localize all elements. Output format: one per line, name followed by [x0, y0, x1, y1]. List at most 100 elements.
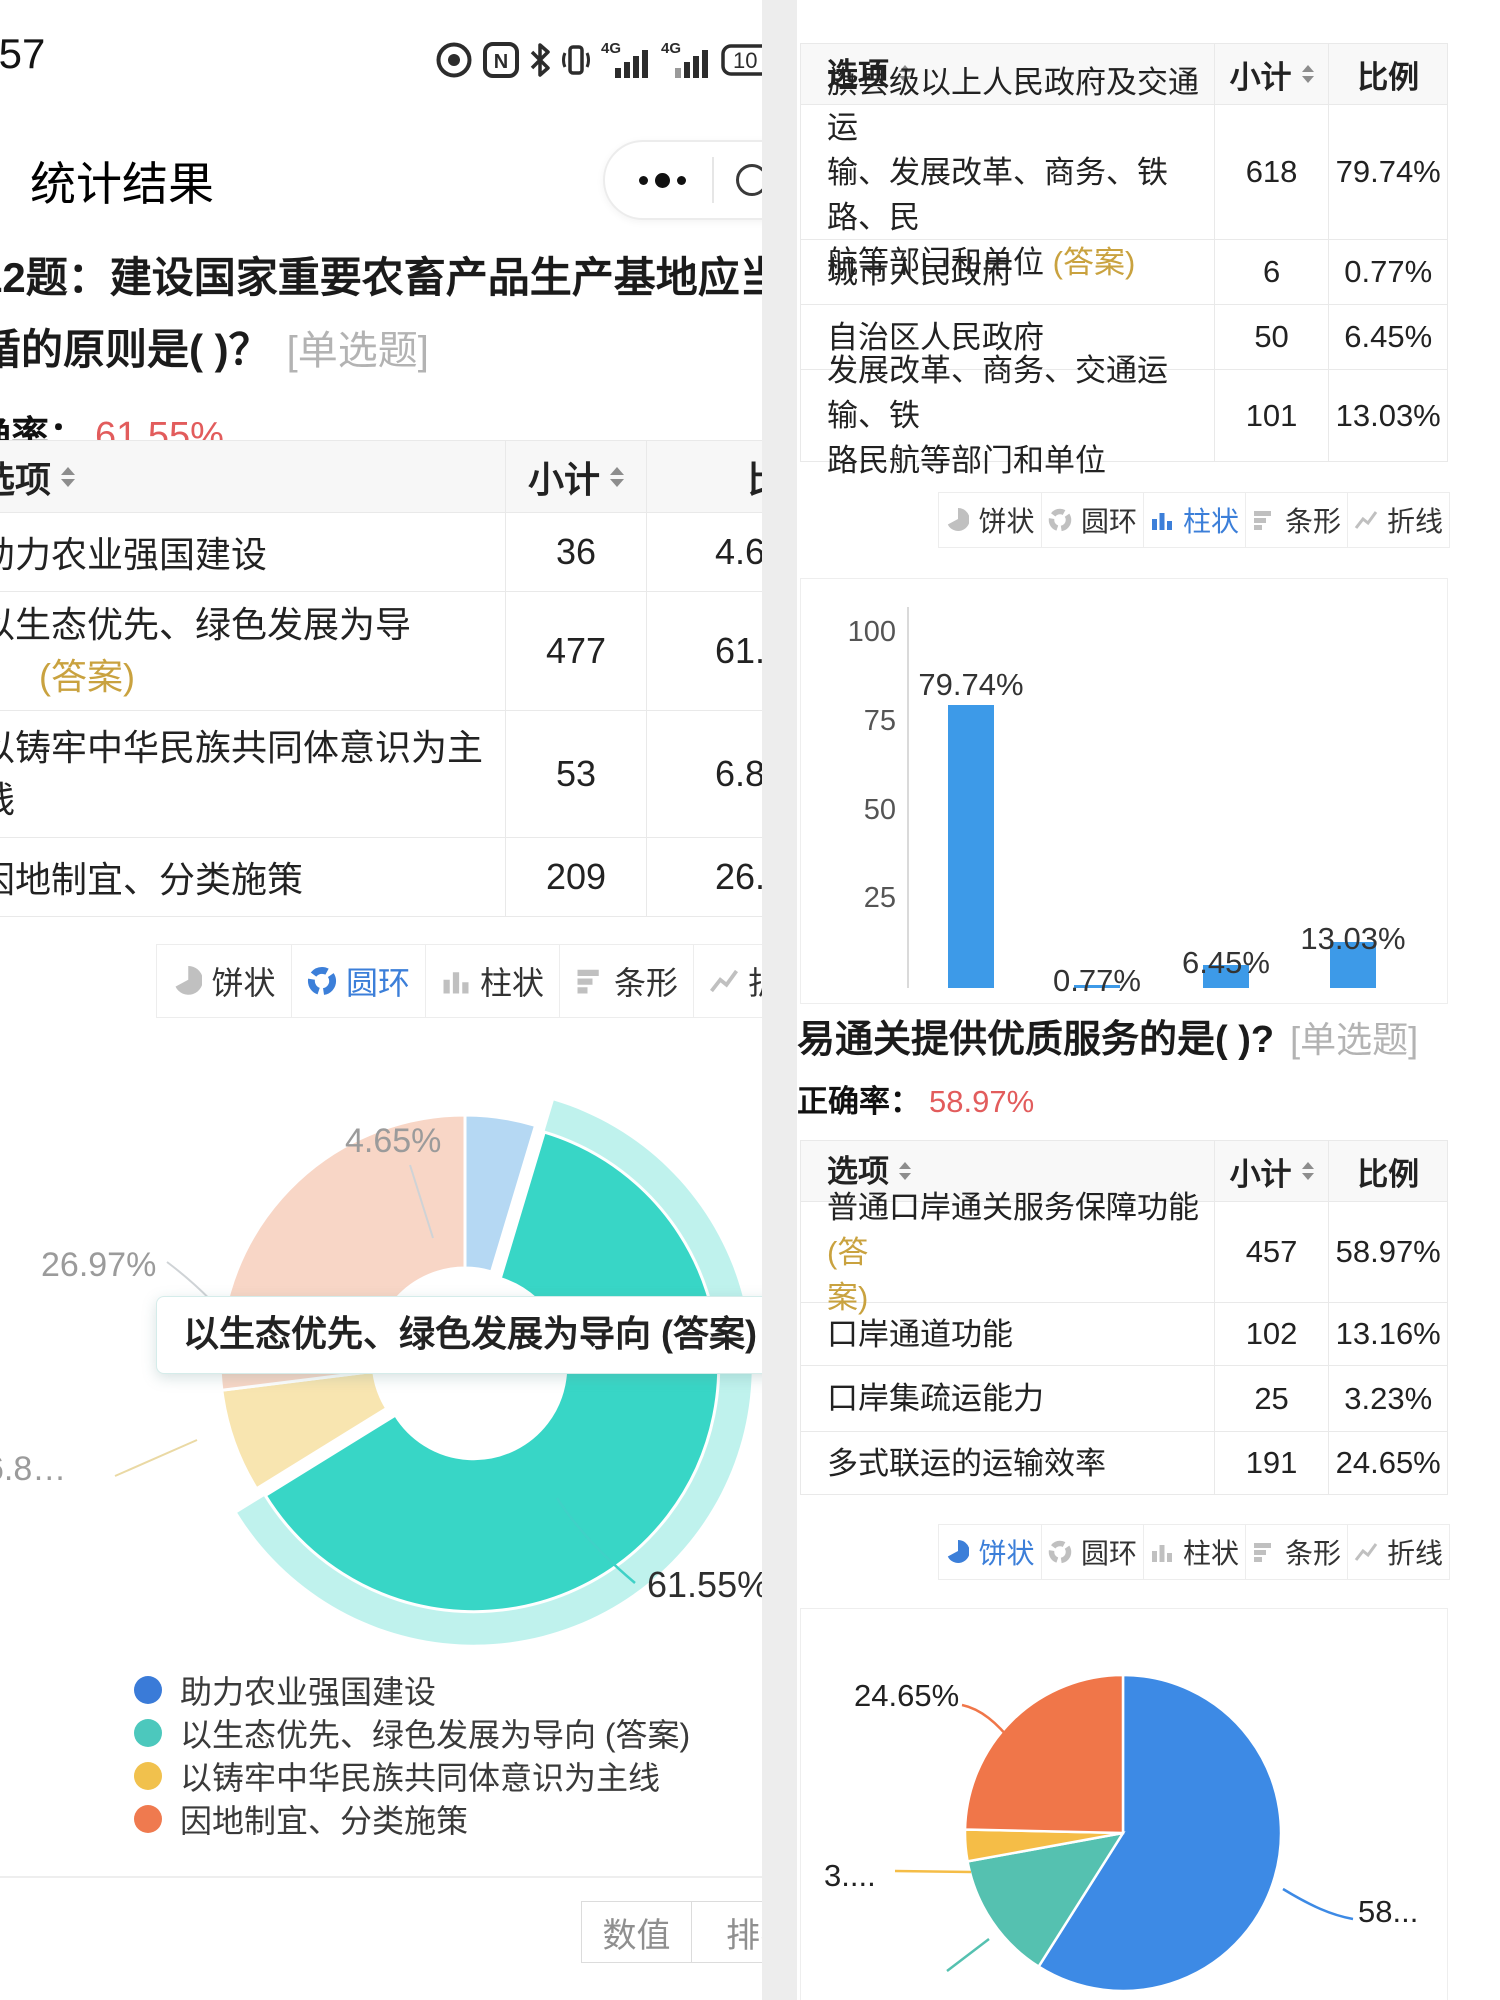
table-row: 口岸集疏运能力 25 3.23% — [801, 1366, 1447, 1432]
sort-icon[interactable] — [1301, 1162, 1314, 1180]
bar[interactable] — [1203, 965, 1249, 988]
sort-icon[interactable] — [610, 466, 624, 487]
header-count: 小计 — [1213, 44, 1329, 104]
column-icon — [1151, 1545, 1172, 1562]
y-axis-tick: 100 — [847, 616, 896, 648]
bar-icon — [1253, 511, 1271, 530]
bar[interactable] — [1330, 942, 1376, 988]
option-cell: 以铸牢中华民族共同体意识为主线 — [0, 727, 484, 820]
count-cell: 50 — [1213, 305, 1329, 369]
tab-bar[interactable]: 条形 — [1245, 1525, 1347, 1579]
tab-column[interactable]: 柱状 — [425, 945, 559, 1017]
pie-chart-container — [800, 1608, 1448, 2000]
count-cell: 618 — [1213, 105, 1329, 239]
value-button[interactable]: 数值 — [581, 1901, 692, 1963]
header-count: 小计 — [505, 441, 646, 512]
legend-item[interactable]: 助力农业强国建设 — [134, 1668, 690, 1711]
legend-dot — [134, 1761, 162, 1790]
tab-bar[interactable]: 条形 — [559, 945, 693, 1017]
tab-donut[interactable]: 圆环 — [1041, 493, 1143, 547]
table-row: 因地制宜、分类施策 209 26.97% — [0, 838, 762, 917]
table-header-row: 选项 小计 比例 — [801, 43, 1447, 105]
donut-chart[interactable] — [0, 1078, 762, 1698]
table-row: 以生态优先、绿色发展为导(答案) 477 61.55% — [0, 592, 762, 711]
header-count: 小计 — [1213, 1141, 1329, 1201]
header-ratio: 比例 — [1328, 1141, 1447, 1201]
right-screen: 选项 小计 比例 旗县级以上人民政府及交通运 输、发展改革、商务、铁路、民 航等部门… — [797, 0, 1500, 2000]
count-cell: 209 — [505, 838, 646, 916]
rank-button[interactable]: 排名 — [692, 1901, 762, 1963]
table-row: 助力农业强国建设 36 4.65% — [0, 513, 762, 592]
y-axis-tick: 25 — [863, 882, 896, 914]
table-row: 多式联运的运输效率 191 24.65% — [801, 1432, 1447, 1495]
battery-icon: 10 — [721, 44, 762, 76]
count-cell: 102 — [1213, 1303, 1329, 1365]
sort-icon[interactable] — [899, 1162, 911, 1180]
tab-pie[interactable]: 饼状 — [939, 493, 1041, 547]
question-title-line2: 循的原则是( )？ [单选题] — [0, 326, 429, 373]
bar-label: 0.77% — [1053, 963, 1141, 998]
option-cell: 旗县级以上人民政府及交通运 输、发展改革、商务、铁路、民 航等部门和单位 (答案) — [827, 64, 1199, 280]
bar-chart[interactable]: 100 75 50 25 79.74% 0.77% 6.45% 13.03% — [800, 578, 1448, 1004]
line-icon — [1354, 1543, 1378, 1561]
bar-label: 6.45% — [1182, 945, 1270, 980]
tab-pie[interactable]: 饼状 — [939, 1525, 1041, 1579]
table-row: 口岸通道功能 102 13.16% — [801, 1303, 1447, 1366]
count-cell: 477 — [505, 592, 646, 710]
tab-line[interactable]: 折线 — [1347, 493, 1449, 547]
count-cell: 191 — [1213, 1432, 1329, 1494]
close-circle-icon[interactable] — [736, 164, 762, 196]
sort-icon[interactable] — [899, 65, 911, 83]
tab-bar[interactable]: 条形 — [1245, 493, 1347, 547]
table-header-row: 选项 小计 比例 — [801, 1140, 1447, 1202]
header-option: 选项 — [0, 441, 505, 512]
correct-rate-label: 正确率： — [797, 1084, 921, 1119]
left-screen: :57 N 4G 4G 10 统计结果 12题：建设国家重要农畜产品生产基地应当… — [0, 0, 762, 2000]
legend-item[interactable]: 因地制宜、分类施策 — [134, 1797, 690, 1840]
ratio-cell: 13.16% — [1328, 1303, 1447, 1365]
pie-label: 24.65% — [854, 1678, 960, 1713]
chart-tooltip: 以生态优先、绿色发展为导向 (答案)： 61.55% — [156, 1296, 762, 1374]
tab-pie[interactable]: 饼状 — [157, 945, 291, 1017]
sort-icon[interactable] — [1301, 65, 1314, 83]
tab-donut[interactable]: 圆环 — [291, 945, 425, 1017]
option-cell: 发展改革、商务、交通运输、铁 路民航等部门和单位 — [827, 353, 1168, 478]
count-cell: 25 — [1213, 1366, 1329, 1431]
legend-item[interactable]: 以生态优先、绿色发展为导向 (答案) — [134, 1711, 690, 1754]
pie-chart[interactable] — [801, 1609, 1447, 1999]
answer-tag: 案) — [827, 1279, 869, 1315]
chart-callout: 6.8… — [0, 1450, 67, 1488]
chart-type-tabs: 饼状 圆环 柱状 条形 折线 — [938, 492, 1450, 548]
sort-icon[interactable] — [61, 466, 76, 487]
ratio-cell: 3.23% — [1328, 1366, 1447, 1431]
svg-text:4G: 4G — [661, 40, 681, 57]
chart-type-tabs: 饼状 圆环 柱状 条形 折线 — [156, 944, 762, 1018]
pie-label: 3.... — [824, 1858, 876, 1893]
legend-dot — [134, 1804, 162, 1833]
ratio-cell: 4.65% — [646, 513, 762, 591]
correct-rate-value: 58.97% — [929, 1084, 1035, 1119]
signal-4g-icon: 4G — [601, 40, 648, 78]
donut-icon — [1048, 1540, 1072, 1564]
tab-line[interactable]: 折线 — [1347, 1525, 1449, 1579]
legend-item[interactable]: 以铸牢中华民族共同体意识为主线 — [134, 1754, 690, 1797]
legend-dot — [134, 1675, 162, 1704]
chart-legend: 助力农业强国建设 以生态优先、绿色发展为导向 (答案) 以铸牢中华民族共同体意识… — [134, 1668, 690, 1840]
bar[interactable] — [948, 705, 994, 988]
tab-column[interactable]: 柱状 — [1143, 1525, 1245, 1579]
tab-donut[interactable]: 圆环 — [1041, 1525, 1143, 1579]
bar[interactable] — [1074, 985, 1120, 988]
count-cell: 53 — [505, 711, 646, 837]
header-ratio: 比例 — [646, 441, 762, 512]
left-content: :57 N 4G 4G 10 统计结果 12题：建设国家重要农畜产品生产基地应当… — [0, 30, 762, 1963]
donut-icon — [307, 966, 337, 996]
more-options-icon[interactable] — [639, 172, 686, 188]
ratio-cell: 26.97% — [646, 838, 762, 916]
option-cell: 普通口岸通关服务保障功能 (答 案) — [827, 1189, 1199, 1315]
miniapp-capsule[interactable] — [603, 140, 762, 220]
tab-column[interactable]: 柱状 — [1143, 493, 1245, 547]
column-icon — [1151, 513, 1172, 530]
svg-text:N: N — [494, 51, 508, 73]
ratio-cell: 6.45% — [1328, 305, 1447, 369]
tab-line[interactable]: 折线 — [693, 945, 762, 1017]
